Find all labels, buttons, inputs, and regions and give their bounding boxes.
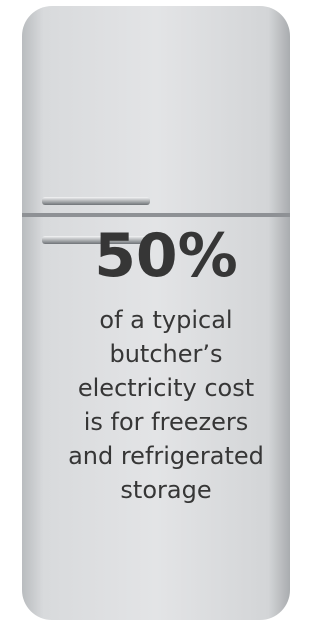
description-line: electricity cost — [78, 374, 254, 402]
description-line: butcher’s — [109, 340, 222, 368]
freezer-handle — [42, 197, 150, 205]
description-line: is for freezers — [84, 408, 248, 436]
page: 50% of a typical butcher’s electricity cos… — [0, 0, 308, 626]
description-line: and refrigerated — [68, 442, 264, 470]
stat: 50% — [94, 221, 238, 291]
door-gap — [22, 213, 290, 217]
description-line: of a typical — [99, 306, 232, 334]
infographic: 50% of a typical butcher’s electricity cos… — [0, 0, 308, 626]
description-line: storage — [120, 476, 211, 504]
